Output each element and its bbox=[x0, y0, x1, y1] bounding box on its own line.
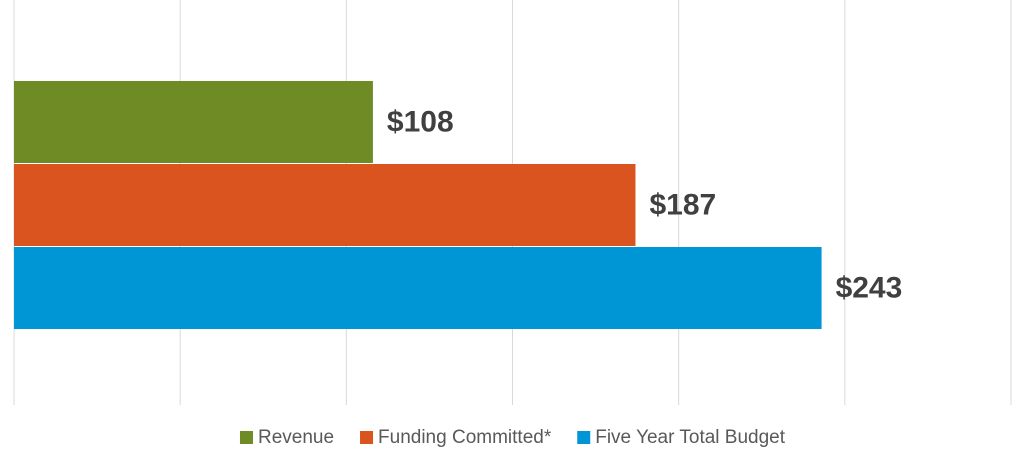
legend-label: Funding Committed* bbox=[378, 427, 552, 448]
data-label: $108 bbox=[387, 105, 454, 138]
data-label: $243 bbox=[836, 271, 903, 304]
legend-swatch bbox=[239, 431, 253, 444]
bar bbox=[14, 81, 373, 163]
bar bbox=[14, 247, 822, 329]
data-label: $187 bbox=[649, 188, 716, 221]
bar bbox=[14, 164, 636, 246]
legend-label: Five Year Total Budget bbox=[595, 427, 786, 448]
legend-swatch bbox=[577, 431, 591, 444]
legend-swatch bbox=[360, 431, 374, 444]
legend-label: Revenue bbox=[258, 427, 334, 448]
